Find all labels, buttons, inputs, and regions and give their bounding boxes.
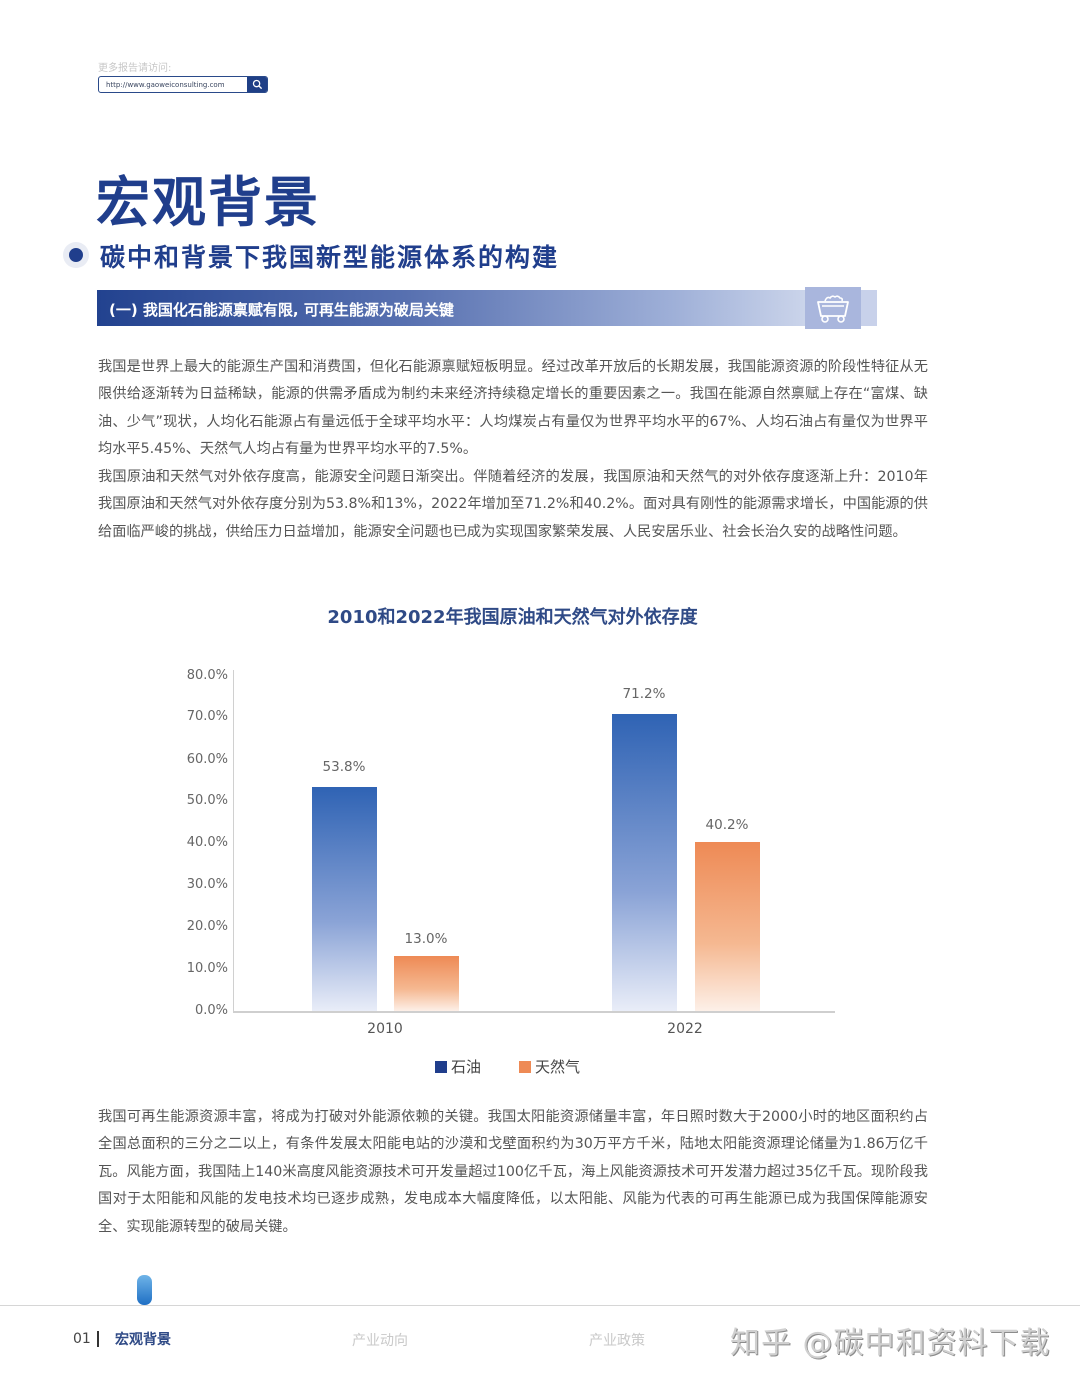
bar-oil-2010 [312,787,377,1011]
page-number: 01 [73,1331,91,1347]
bar-value-label: 13.0% [404,931,448,947]
x-axis-line [233,1011,835,1013]
bullet-dot-icon [69,248,83,262]
footer-tab-industry-trends[interactable]: 产业动向 [352,1333,408,1349]
x-tick: 2022 [667,1021,703,1037]
section-heading-bar [97,290,867,326]
y-tick: 30.0% [186,877,228,892]
y-tick: 10.0% [186,961,228,976]
watermark: 知乎 @碳中和资料下载 [730,1326,1051,1361]
footer-tab-industry-policy[interactable]: 产业政策 [589,1333,645,1349]
paragraph-import-dependence: 我国原油和天然气对外依存度高，能源安全问题日渐突出。伴随着经济的发展，我国原油和… [98,469,928,540]
bar-gas-2022 [695,842,760,1011]
chart-legend: 石油 天然气 [435,1056,580,1077]
page-title: 宏观背景 [96,171,320,234]
section-heading: (一) 我国化石能源禀赋有限, 可再生能源为破局关键 [109,301,454,319]
bar-oil-2022 [612,714,677,1011]
url-search-box[interactable]: http://www.gaoweiconsulting.com [98,76,268,93]
y-tick: 60.0% [186,752,228,767]
x-tick: 2010 [367,1021,403,1037]
section-icon-box [805,287,861,329]
mine-cart-icon [817,295,849,323]
section-icon-accent [861,290,877,326]
y-axis-line [233,670,234,1011]
y-tick: 40.0% [186,835,228,850]
search-button[interactable] [247,77,267,92]
legend-label-oil: 石油 [451,1058,482,1076]
footer-position-marker [137,1275,152,1305]
bar-value-label: 53.8% [322,759,366,775]
bar-chart: 0.0% 10.0% 20.0% 30.0% 40.0% 50.0% 60.0%… [186,668,835,1077]
y-tick: 70.0% [186,709,228,724]
bar-gas-2010 [394,956,459,1011]
legend-swatch-oil [435,1060,447,1073]
bar-value-label: 71.2% [622,686,666,702]
paragraph-fossil-energy: 我国是世界上最大的能源生产国和消费国，但化石能源禀赋短板明显。经过改革开放后的长… [98,359,928,458]
search-icon [252,79,262,90]
y-tick: 20.0% [186,919,228,934]
footer-tab-active[interactable]: 宏观背景 [115,1332,171,1348]
bar-value-label: 40.2% [705,817,749,833]
subtitle: 碳中和背景下我国新型能源体系的构建 [100,243,560,272]
legend-swatch-gas [519,1060,532,1073]
chart-title: 2010和2022年我国原油和天然气对外依存度 [327,607,698,628]
visit-label: 更多报告请访问: [98,63,172,74]
footer-divider [0,1305,1080,1306]
paragraph-renewables: 我国可再生能源资源丰富，将成为打破对外能源依赖的关键。我国太阳能资源储量丰富，年… [98,1109,928,1235]
footer-separator [97,1331,99,1347]
url-text[interactable]: http://www.gaoweiconsulting.com [106,80,225,89]
legend-label-gas: 天然气 [535,1058,581,1076]
y-tick: 80.0% [186,668,228,683]
y-tick: 0.0% [194,1003,228,1018]
y-tick: 50.0% [186,793,228,808]
